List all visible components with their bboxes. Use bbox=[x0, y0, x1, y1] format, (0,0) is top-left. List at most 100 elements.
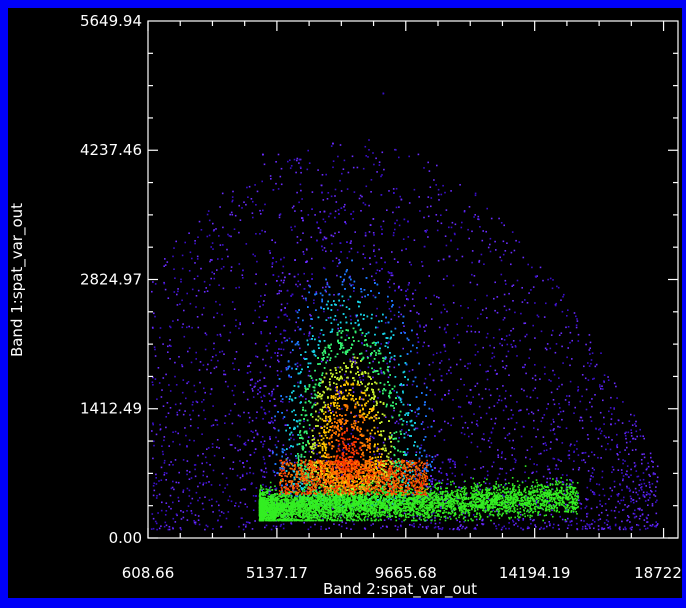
data-point bbox=[268, 342, 270, 345]
data-point bbox=[480, 253, 483, 256]
data-point bbox=[380, 225, 382, 228]
data-point bbox=[203, 387, 205, 390]
data-point bbox=[413, 522, 415, 525]
data-point bbox=[640, 488, 643, 491]
data-point bbox=[419, 515, 422, 518]
data-point bbox=[275, 182, 277, 185]
data-point bbox=[521, 301, 524, 303]
data-point bbox=[548, 502, 550, 504]
data-point bbox=[368, 139, 370, 141]
data-point bbox=[396, 395, 399, 397]
data-point bbox=[168, 526, 171, 528]
data-point bbox=[474, 354, 477, 356]
data-point bbox=[334, 188, 337, 191]
data-point bbox=[313, 427, 315, 430]
data-point bbox=[169, 339, 171, 341]
data-point bbox=[350, 240, 352, 242]
data-point bbox=[360, 334, 363, 336]
data-point bbox=[472, 514, 475, 516]
data-point bbox=[338, 389, 341, 392]
data-point bbox=[568, 457, 571, 460]
data-point bbox=[613, 510, 616, 512]
data-point bbox=[260, 396, 262, 399]
data-point bbox=[558, 385, 560, 388]
data-point bbox=[437, 220, 439, 222]
data-point bbox=[322, 218, 325, 221]
data-point bbox=[370, 524, 372, 527]
data-point bbox=[646, 491, 648, 494]
data-point bbox=[181, 365, 184, 368]
data-point bbox=[424, 377, 427, 380]
data-point bbox=[549, 477, 551, 480]
data-point bbox=[240, 489, 243, 491]
data-point bbox=[510, 263, 512, 266]
data-point bbox=[261, 180, 263, 183]
data-point bbox=[626, 470, 628, 473]
data-point bbox=[457, 405, 460, 408]
data-point bbox=[308, 332, 311, 335]
data-point bbox=[428, 454, 431, 457]
data-point bbox=[643, 525, 646, 527]
data-point bbox=[501, 468, 503, 470]
data-point bbox=[172, 431, 174, 433]
data-point bbox=[552, 418, 554, 421]
data-point bbox=[592, 378, 594, 380]
data-point bbox=[546, 343, 549, 345]
data-point bbox=[649, 493, 651, 496]
data-point bbox=[403, 325, 405, 327]
data-point bbox=[431, 318, 433, 320]
data-point bbox=[238, 327, 240, 330]
data-point bbox=[565, 484, 568, 486]
data-point bbox=[386, 526, 388, 528]
data-point bbox=[568, 485, 571, 487]
data-point bbox=[236, 474, 239, 477]
data-point bbox=[168, 528, 171, 531]
data-point bbox=[591, 398, 593, 400]
data-point bbox=[636, 475, 639, 478]
data-point bbox=[365, 350, 368, 352]
data-point bbox=[513, 448, 516, 450]
data-point bbox=[595, 427, 597, 430]
data-point bbox=[180, 528, 182, 531]
data-point bbox=[202, 474, 204, 477]
data-point bbox=[196, 401, 199, 404]
data-point bbox=[418, 196, 420, 198]
data-point bbox=[478, 393, 480, 396]
data-point bbox=[263, 385, 266, 387]
data-point bbox=[282, 523, 285, 525]
data-point bbox=[627, 515, 629, 517]
data-point bbox=[274, 241, 277, 244]
data-point bbox=[431, 408, 433, 411]
data-point bbox=[154, 283, 157, 285]
data-point bbox=[411, 383, 414, 386]
data-point bbox=[320, 426, 322, 428]
data-point bbox=[341, 473, 343, 476]
data-point bbox=[212, 424, 215, 426]
data-point bbox=[442, 278, 445, 280]
data-point bbox=[375, 272, 377, 275]
data-point bbox=[332, 235, 335, 238]
data-point bbox=[470, 325, 472, 328]
data-point bbox=[394, 525, 397, 527]
data-point bbox=[554, 304, 557, 307]
data-point bbox=[228, 413, 231, 415]
data-point bbox=[436, 229, 439, 232]
data-point bbox=[520, 527, 522, 529]
data-point bbox=[255, 355, 257, 358]
data-point bbox=[532, 286, 535, 288]
data-point bbox=[256, 260, 258, 263]
data-point bbox=[428, 170, 431, 172]
data-point bbox=[440, 360, 443, 362]
data-point bbox=[282, 281, 285, 284]
data-point bbox=[223, 373, 225, 376]
data-point bbox=[619, 484, 622, 486]
data-point bbox=[463, 433, 466, 436]
data-point bbox=[202, 470, 205, 473]
data-point bbox=[488, 446, 491, 448]
data-point bbox=[211, 446, 214, 448]
data-point bbox=[193, 520, 195, 522]
data-point bbox=[401, 249, 403, 252]
data-point bbox=[547, 403, 549, 405]
data-point bbox=[283, 279, 285, 282]
data-point bbox=[198, 523, 201, 526]
